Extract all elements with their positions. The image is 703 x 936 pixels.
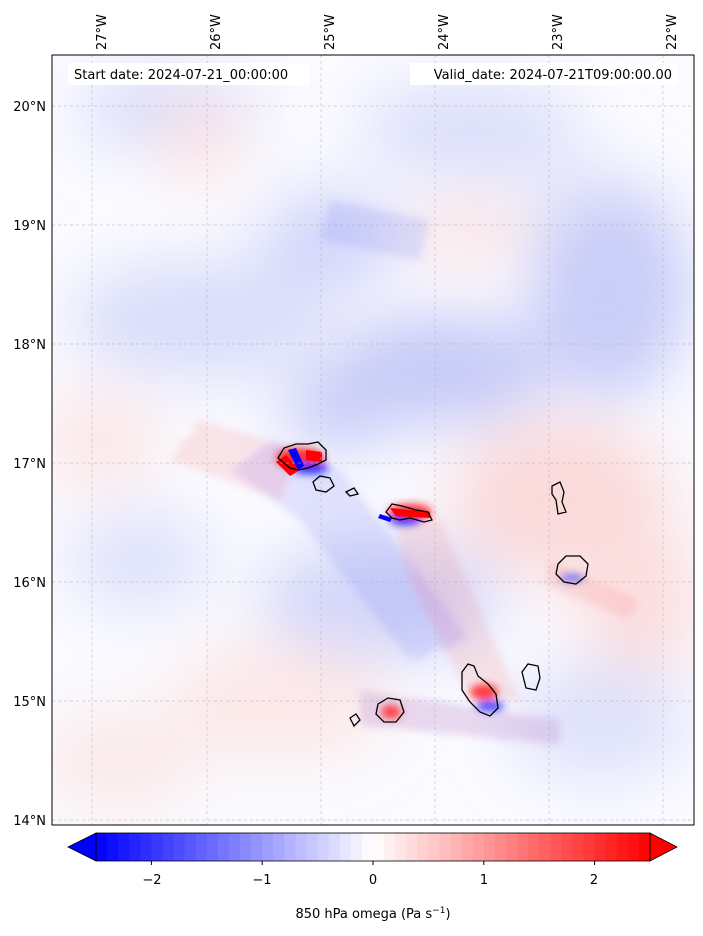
lon-tick-label: 23°W bbox=[551, 14, 566, 50]
colorbar-swatch bbox=[384, 833, 396, 861]
colorbar-ticks bbox=[150, 861, 596, 865]
colorbar-swatch bbox=[561, 833, 573, 861]
colorbar-swatch bbox=[638, 833, 651, 861]
colorbar-swatch bbox=[328, 833, 341, 861]
colorbar-tick-label: 2 bbox=[590, 873, 598, 888]
colorbar-swatch bbox=[539, 833, 551, 861]
island-maio bbox=[521, 663, 541, 691]
colorbar-tick-label: −1 bbox=[252, 873, 271, 888]
lat-tick-label: 18°N bbox=[13, 338, 46, 353]
colorbar-swatch bbox=[417, 833, 429, 861]
valid-date-box: Valid_date: 2024-07-21T09:00:00.00 bbox=[410, 63, 678, 85]
island-santo-antao bbox=[277, 441, 327, 471]
lon-tick-label: 25°W bbox=[323, 14, 338, 50]
colorbar-swatch bbox=[583, 833, 596, 861]
coastlines bbox=[277, 441, 589, 728]
colorbar-swatch bbox=[173, 833, 186, 861]
colorbar-swatch bbox=[107, 833, 119, 861]
lon-tick-label: 22°W bbox=[665, 14, 680, 50]
start-date-box: Start date: 2024-07-21_00:00:00 bbox=[68, 63, 310, 85]
colorbar-swatch bbox=[505, 833, 518, 861]
island-boa-vista bbox=[555, 555, 589, 585]
lat-tick-label: 20°N bbox=[13, 100, 46, 115]
colorbar-swatch bbox=[494, 833, 507, 861]
colorbar-swatch bbox=[151, 833, 163, 861]
colorbar-swatch bbox=[228, 833, 241, 861]
lon-tick-label: 27°W bbox=[95, 14, 110, 50]
colorbar-swatch bbox=[439, 833, 452, 861]
valid-date-text: Valid_date: 2024-07-21T09:00:00.00 bbox=[434, 68, 672, 83]
lon-tick-label: 26°W bbox=[209, 14, 224, 50]
island-sal bbox=[551, 481, 567, 515]
colorbar-swatch bbox=[217, 833, 230, 861]
start-date-text: Start date: 2024-07-21_00:00:00 bbox=[74, 68, 288, 83]
colorbar-swatch bbox=[472, 833, 485, 861]
colorbar-swatch bbox=[262, 833, 274, 861]
lon-tick-labels: 27°W 26°W 25°W 24°W 23°W 22°W bbox=[95, 14, 680, 50]
colorbar-swatch bbox=[162, 833, 175, 861]
colorbar-swatch bbox=[295, 833, 308, 861]
colorbar-tick-label: 1 bbox=[480, 873, 488, 888]
colorbar-swatch bbox=[627, 833, 640, 861]
colorbar-swatch bbox=[550, 833, 562, 861]
colorbar-swatch bbox=[140, 833, 152, 861]
colorbar-swatch bbox=[517, 833, 529, 861]
island-santa-luzia bbox=[344, 487, 360, 497]
colorbar-tick-label: −2 bbox=[142, 873, 161, 888]
colorbar-swatch bbox=[129, 833, 141, 861]
island-santiago bbox=[461, 663, 499, 717]
colorbar: −2 −1 0 1 2 850 hPa omega (Pa s−1) bbox=[67, 832, 678, 922]
colorbar-swatch bbox=[350, 833, 363, 861]
lat-tick-label: 17°N bbox=[13, 457, 46, 472]
lat-tick-label: 16°N bbox=[13, 576, 46, 591]
map-frame bbox=[51, 54, 695, 826]
colorbar-swatch bbox=[240, 833, 252, 861]
colorbar-extend-left bbox=[67, 832, 97, 862]
colorbar-tick-label: 0 bbox=[369, 873, 377, 888]
lat-tick-label: 14°N bbox=[13, 814, 46, 829]
colorbar-swatches bbox=[96, 833, 651, 861]
lat-tick-label: 19°N bbox=[13, 219, 46, 234]
colorbar-swatch bbox=[206, 833, 219, 861]
island-brava bbox=[349, 713, 361, 728]
colorbar-swatch bbox=[317, 833, 330, 861]
island-sao-nicolau bbox=[385, 503, 433, 523]
colorbar-swatch bbox=[450, 833, 463, 861]
colorbar-swatch bbox=[572, 833, 585, 861]
colorbar-swatch bbox=[461, 833, 474, 861]
colorbar-swatch bbox=[605, 833, 618, 861]
colorbar-swatch bbox=[306, 833, 319, 861]
island-sao-vicente bbox=[312, 475, 335, 493]
colorbar-swatch bbox=[373, 833, 385, 861]
colorbar-swatch bbox=[118, 833, 130, 861]
colorbar-swatch bbox=[284, 833, 296, 861]
colorbar-swatch bbox=[273, 833, 285, 861]
colorbar-swatch bbox=[184, 833, 197, 861]
colorbar-swatch bbox=[361, 833, 374, 861]
colorbar-swatch bbox=[251, 833, 263, 861]
lat-tick-labels: 20°N 19°N 18°N 17°N 16°N 15°N 14°N bbox=[13, 100, 46, 829]
gridlines bbox=[52, 55, 694, 825]
lon-tick-label: 24°W bbox=[437, 14, 452, 50]
island-fogo bbox=[375, 697, 405, 723]
colorbar-extend-right bbox=[649, 832, 678, 862]
colorbar-swatch bbox=[428, 833, 440, 861]
map-panel: Start date: 2024-07-21_00:00:00 Valid_da… bbox=[52, 55, 694, 825]
colorbar-swatch bbox=[594, 833, 607, 861]
colorbar-swatch bbox=[483, 833, 496, 861]
colorbar-swatch bbox=[395, 833, 407, 861]
colorbar-swatch bbox=[195, 833, 208, 861]
colorbar-swatch bbox=[96, 833, 108, 861]
colorbar-label: 850 hPa omega (Pa s−1) bbox=[295, 906, 450, 922]
colorbar-swatch bbox=[616, 833, 629, 861]
colorbar-swatch bbox=[528, 833, 540, 861]
colorbar-swatch bbox=[339, 833, 352, 861]
lat-tick-label: 15°N bbox=[13, 695, 46, 710]
colorbar-swatch bbox=[406, 833, 418, 861]
